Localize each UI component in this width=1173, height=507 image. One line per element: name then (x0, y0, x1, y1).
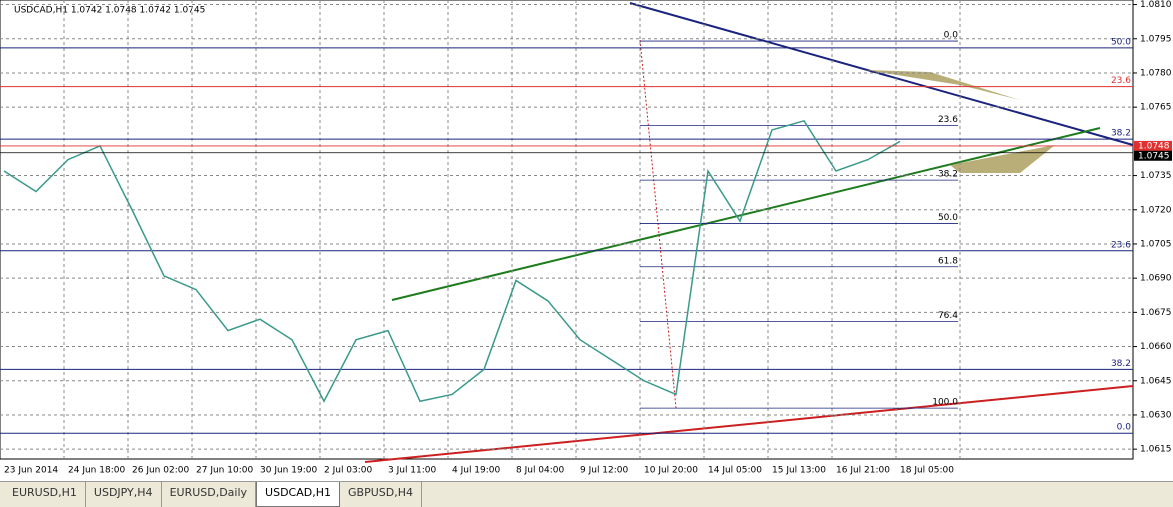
shape (865, 70, 1020, 100)
y-tick-label: 1.0630 (1140, 410, 1172, 420)
tab[interactable]: USDJPY,H4 (86, 482, 162, 507)
y-tick-label: 1.0675 (1140, 308, 1172, 318)
y-tick-label: 1.0690 (1140, 274, 1172, 284)
fib-label: 38.2 (1111, 129, 1131, 139)
trend-line (391, 127, 1101, 301)
fib-label: 61.8 (938, 256, 958, 266)
plot-area (0, 0, 1134, 460)
fib-label: 23.6 (938, 115, 958, 125)
y-tick-label: 1.0645 (1140, 376, 1172, 386)
fib-line (639, 39, 677, 409)
y-tick-label: 1.0660 (1140, 342, 1172, 352)
x-tick-label: 24 Jun 18:00 (68, 466, 125, 476)
fib-label: 23.6 (1111, 240, 1131, 250)
chart: USDCAD,H1 1.0742 1.0748 1.0742 1.0745 1.… (0, 0, 1172, 476)
fib-label: 38.2 (938, 170, 958, 180)
fib-label: 0.0 (1117, 423, 1132, 433)
y-tick-label: 1.0735 (1140, 171, 1172, 181)
x-tick-label: 18 Jul 05:00 (900, 466, 954, 476)
fib-label: 76.4 (938, 311, 958, 321)
y-tick-label: 1.0795 (1140, 34, 1172, 44)
x-tick-label: 8 Jul 04:00 (516, 466, 565, 476)
y-tick-label: 1.0765 (1140, 103, 1172, 113)
price-tag-label: 1.0745 (1138, 151, 1170, 161)
fib-label: 38.2 (1111, 359, 1131, 369)
fib-label: 50.0 (938, 213, 958, 223)
tab[interactable]: EURUSD,Daily (162, 482, 257, 507)
shape (950, 145, 1055, 173)
tab-bar: EURUSD,H1 USDJPY,H4 EURUSD,Daily USDCAD,H1 G… (0, 481, 1173, 507)
y-tick-label: 1.0615 (1140, 445, 1172, 455)
x-tick-label: 3 Jul 11:00 (388, 466, 437, 476)
y-tick-label: 1.0720 (1140, 205, 1172, 215)
x-tick-label: 14 Jul 05:00 (708, 466, 762, 476)
chart-title: USDCAD,H1 1.0742 1.0748 1.0742 1.0745 (14, 6, 205, 16)
x-tick-label: 23 Jun 2014 (4, 466, 58, 476)
x-tick-label: 4 Jul 19:00 (452, 466, 501, 476)
x-tick-label: 15 Jul 13:00 (772, 466, 826, 476)
trend-line (629, 2, 1134, 146)
tab[interactable]: EURUSD,H1 (4, 482, 86, 507)
y-tick-label: 1.0780 (1140, 68, 1172, 78)
fib-label: 50.0 (1111, 37, 1131, 47)
fib-label: 100.0 (932, 398, 958, 408)
y-tick-label: 1.0810 (1140, 0, 1172, 10)
fib-label: 23.6 (1111, 76, 1131, 86)
fib-label: 0.0 (944, 31, 959, 41)
x-tick-label: 26 Jun 02:00 (132, 466, 189, 476)
price-tag (1134, 140, 1172, 151)
x-tick-label: 30 Jun 19:00 (260, 466, 317, 476)
x-tick-label: 2 Jul 03:00 (324, 466, 373, 476)
x-tick-label: 27 Jun 10:00 (196, 466, 253, 476)
tab[interactable]: GBPUSD,H4 (340, 482, 422, 507)
price-tag (1134, 150, 1172, 161)
tab[interactable]: USDCAD,H1 (256, 482, 340, 507)
price-tag-label: 1.0748 (1138, 141, 1170, 151)
x-tick-label: 16 Jul 21:00 (836, 466, 890, 476)
x-tick-label: 10 Jul 20:00 (644, 466, 698, 476)
x-tick-label: 9 Jul 12:00 (580, 466, 629, 476)
price-line (3, 119, 901, 403)
y-tick-label: 1.0705 (1140, 239, 1172, 249)
